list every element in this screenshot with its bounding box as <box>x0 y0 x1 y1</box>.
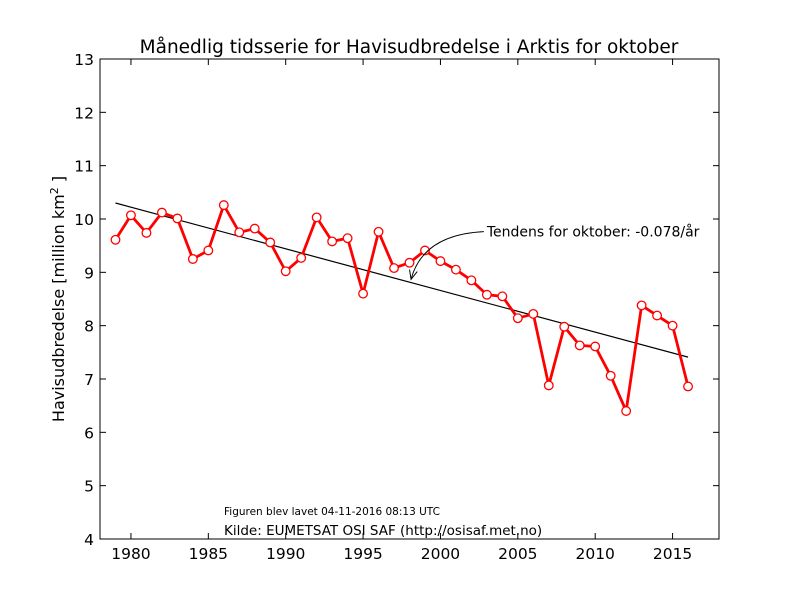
data-point <box>389 263 399 274</box>
data-point <box>667 320 678 331</box>
x-tick-label: 2010 <box>575 545 614 563</box>
y-axis-label-superscript: 2 <box>48 187 61 194</box>
annotation-layer: Tendens for oktober: -0.078/år <box>409 224 700 281</box>
x-tick-label: 1990 <box>266 545 305 563</box>
data-source-note: Kilde: EUMETSAT OSI SAF (http://osisaf.m… <box>224 523 542 539</box>
data-point <box>141 227 152 238</box>
data-point <box>559 321 570 332</box>
data-point <box>512 313 523 324</box>
data-point <box>621 406 632 416</box>
data-point <box>280 266 291 277</box>
annotation-arrowhead <box>409 269 418 281</box>
x-tick-label: 2000 <box>421 545 460 563</box>
y-tick-label: 11 <box>74 158 94 176</box>
trend-layer <box>115 202 689 358</box>
data-point <box>404 257 415 268</box>
data-point <box>683 381 694 392</box>
plot-frame <box>99 58 720 540</box>
data-point <box>218 200 229 211</box>
data-point <box>265 237 276 248</box>
x-tick-label: 1980 <box>111 545 150 563</box>
data-point <box>466 275 477 286</box>
chart-title: Månedlig tidsserie for Havisudbredelse i… <box>140 37 679 58</box>
data-point <box>528 308 539 319</box>
y-tick-label: 7 <box>84 371 94 389</box>
y-tick-label: 13 <box>74 51 94 69</box>
data-point <box>420 245 430 256</box>
data-point <box>110 234 121 245</box>
data-point <box>203 245 214 256</box>
series-layer <box>110 200 694 416</box>
data-point <box>497 291 508 302</box>
annotation-arrow <box>410 231 484 280</box>
figure-created-note: Figuren blev lavet 04-11-2016 08:13 UTC <box>224 506 440 518</box>
y-tick-label: 10 <box>74 211 94 229</box>
trend-line <box>115 202 689 358</box>
data-point <box>249 223 260 234</box>
data-point <box>435 256 446 267</box>
data-point <box>373 226 384 237</box>
x-tick-label: 1985 <box>189 545 228 563</box>
trend-annotation-text: Tendens for oktober: -0.078/år <box>486 224 700 241</box>
data-point <box>156 207 167 218</box>
data-point <box>187 254 198 264</box>
y-axis-ticks: 4 5 6 7 8 9 10 11 12 13 <box>74 51 719 549</box>
x-tick-label: 2015 <box>653 545 692 563</box>
y-tick-label: 12 <box>74 104 94 122</box>
x-tick-label: 2005 <box>498 545 537 563</box>
y-tick-label: 5 <box>84 478 94 496</box>
x-axis-ticks: 1980 1985 1990 1995 2000 2005 2010 2015 <box>111 59 692 563</box>
data-point <box>234 227 245 238</box>
data-point <box>574 340 585 351</box>
y-tick-label: 6 <box>84 424 94 442</box>
data-point <box>311 212 322 223</box>
x-tick-label: 1995 <box>343 545 382 563</box>
y-axis-label-main: Havisudbredelse [million km <box>49 194 68 422</box>
data-point <box>605 370 616 381</box>
y-tick-label: 4 <box>84 531 94 549</box>
y-axis-label-end: ] <box>49 176 68 187</box>
data-point <box>327 236 338 247</box>
data-point <box>358 288 369 299</box>
data-point <box>450 264 461 275</box>
data-point <box>342 233 353 244</box>
data-point <box>543 380 554 391</box>
y-tick-label: 9 <box>84 264 94 282</box>
data-point <box>172 213 183 224</box>
data-point <box>296 252 307 263</box>
data-point <box>481 289 492 300</box>
data-point <box>636 300 647 311</box>
y-axis-label: Havisudbredelse [million km2 ] <box>48 176 68 422</box>
data-point <box>125 210 136 221</box>
data-point <box>590 341 601 352</box>
y-tick-label: 8 <box>84 318 94 336</box>
data-point <box>652 310 663 321</box>
